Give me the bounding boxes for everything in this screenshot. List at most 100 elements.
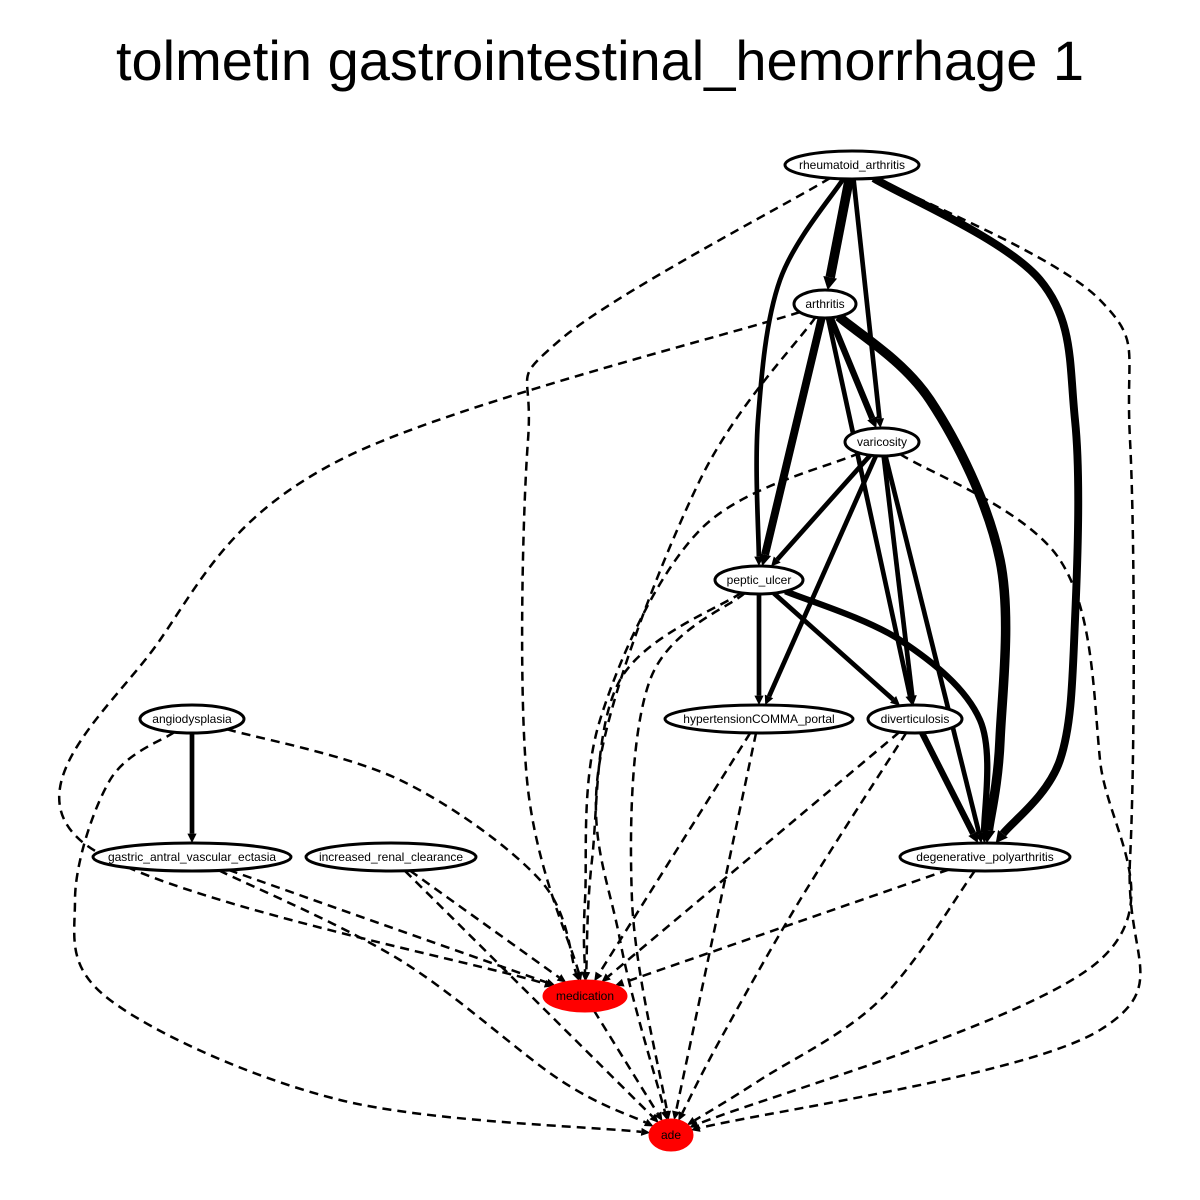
node-label: peptic_ulcer [727, 573, 792, 587]
edge-arrowhead [686, 1117, 697, 1126]
edge-line [629, 592, 746, 1112]
edge-arrowhead [572, 971, 580, 982]
node-increased_renal_clearance: increased_renal_clearance [304, 841, 478, 873]
edge-peptic_ulcer-to-medication [582, 591, 742, 982]
edge-arrowhead [678, 1111, 686, 1121]
edge-hypertensionCOMMA_portal-to-medication [594, 732, 752, 982]
edge-arthritis-to-peptic_ulcer [759, 317, 826, 567]
edge-line [674, 732, 758, 1112]
node-label: angiodysplasia [152, 712, 232, 726]
edge-increased_renal_clearance-to-medication [409, 869, 567, 983]
edge-line [871, 174, 1083, 837]
node-shape [783, 149, 921, 181]
edge-medication-to-ade [592, 1009, 663, 1122]
node-peptic_ulcer: peptic_ulcer [713, 564, 805, 596]
edge-arthritis-to-varicosity [827, 316, 878, 429]
edge-arrowhead [890, 696, 901, 706]
edge-arrowhead [978, 832, 990, 844]
edge-arrowhead [643, 1118, 654, 1127]
edge-line [622, 868, 950, 984]
edge-arrowhead [663, 1110, 672, 1121]
node-label: gastric_antral_vascular_ectasia [108, 850, 276, 864]
edge-rheumatoid_arthritis-to-arthritis [823, 178, 854, 291]
node-label: varicosity [857, 435, 907, 449]
edge-line [784, 588, 991, 833]
node-shape [304, 841, 478, 873]
node-shape [138, 703, 246, 735]
edge-arrowhead [594, 971, 603, 982]
edge-arrowhead [654, 1111, 663, 1122]
edge-line [404, 869, 654, 1118]
node-varicosity: varicosity [843, 426, 921, 458]
edge-arrowhead [867, 416, 878, 429]
edge-angiodysplasia-to-ade [73, 731, 651, 1136]
edge-arrowhead [754, 695, 764, 705]
node-label: diverticulosis [881, 712, 950, 726]
edge-line [218, 869, 647, 1124]
edge-peptic_ulcer-to-degenerative_polyarthritis [784, 588, 991, 844]
edges-layer [57, 174, 1142, 1136]
edge-arrowhead [823, 275, 838, 291]
edge-arrowhead [759, 553, 772, 567]
edge-angiodysplasia-to-gastric_antral_vascular_ectasia [187, 733, 197, 843]
node-angiodysplasia: angiodysplasia [138, 703, 246, 735]
edge-degenerative_polyarthritis-to-ade [686, 870, 976, 1126]
edge-arrowhead [187, 833, 197, 843]
edge-line [699, 176, 1142, 1130]
edge-peptic_ulcer-to-hypertensionCOMMA_portal [754, 594, 764, 705]
node-ade: ade [648, 1118, 694, 1152]
node-shape [648, 1118, 694, 1152]
edge-line [825, 178, 854, 279]
node-gastric_antral_vascular_ectasia: gastric_antral_vascular_ectasia [91, 841, 293, 873]
edge-gastric_antral_vascular_ectasia-to-ade [218, 869, 654, 1127]
node-shape [91, 841, 293, 873]
edge-diverticulosis-to-medication [601, 731, 901, 983]
edge-varicosity-to-diverticulosis [881, 455, 917, 706]
edge-line [582, 451, 860, 973]
node-shape [663, 703, 855, 735]
edge-arrowhead [601, 973, 611, 983]
edge-arrowhead [556, 974, 567, 983]
node-label: degenerative_polyarthritis [916, 850, 1053, 864]
node-label: rheumatoid_arthritis [799, 158, 905, 172]
nodes-layer: rheumatoid_arthritis arthritis varicosity p… [91, 149, 1072, 1152]
node-diverticulosis: diverticulosis [866, 703, 964, 735]
edge-peptic_ulcer-to-ade [629, 592, 746, 1121]
node-label: medication [556, 989, 614, 1003]
edge-arrowhead [968, 831, 978, 844]
edge-line [775, 453, 872, 562]
edge-line [592, 1009, 659, 1115]
edge-line [883, 455, 982, 835]
node-shape [792, 288, 858, 320]
diagram-title: tolmetin gastrointestinal_hemorrhage 1 [115, 29, 1085, 92]
edge-line [766, 454, 879, 698]
edge-arrowhead [874, 418, 885, 429]
edge-line [827, 316, 876, 420]
node-label: arthritis [805, 297, 844, 311]
edge-line [607, 731, 901, 978]
edge-line [851, 178, 882, 419]
edge-line [597, 732, 752, 975]
node-shape [843, 426, 921, 458]
node-hypertensionCOMMA_portal: hypertensionCOMMA_portal [663, 703, 855, 735]
node-shape [898, 841, 1072, 873]
edge-line [881, 455, 915, 696]
edge-angiodysplasia-to-medication [226, 728, 580, 982]
edge-line [681, 732, 908, 1114]
edge-line [520, 177, 831, 973]
edge-arrowhead [907, 695, 917, 706]
edge-line [57, 310, 801, 985]
edge-increased_renal_clearance-to-ade [404, 869, 659, 1123]
edge-peptic_ulcer-to-diverticulosis [772, 591, 901, 706]
edge-arrowhead [672, 1110, 680, 1121]
edge-arrowhead [582, 971, 591, 982]
edge-rheumatoid_arthritis-to-peptic_ulcer [754, 177, 846, 566]
node-label: ade [661, 1128, 681, 1142]
edge-arrowhead [995, 829, 1008, 844]
edge-hypertensionCOMMA_portal-to-ade [672, 732, 758, 1121]
edge-varicosity-to-hypertensionCOMMA_portal [764, 454, 879, 706]
edge-arrowhead [771, 556, 781, 567]
edge-arthritis-to-medication [57, 310, 801, 988]
